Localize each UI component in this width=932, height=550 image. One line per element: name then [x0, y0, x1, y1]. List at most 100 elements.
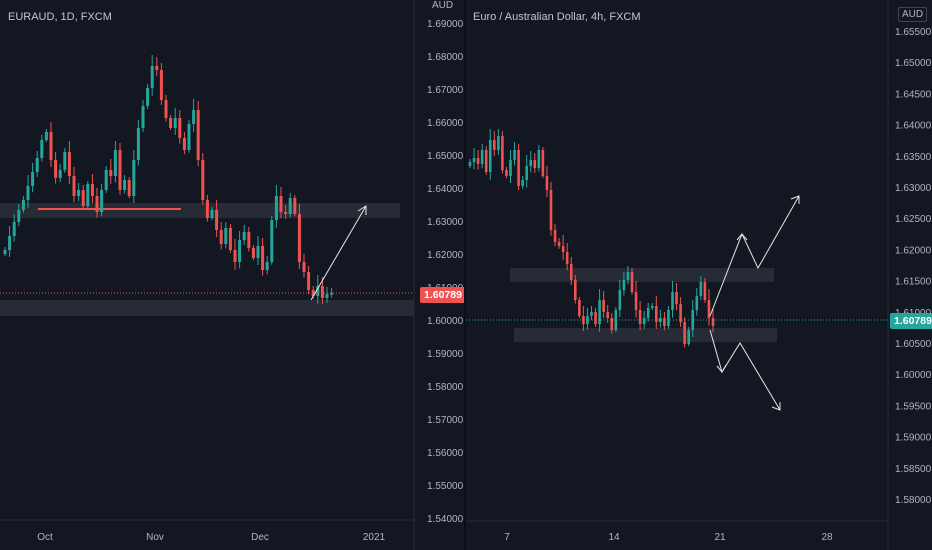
candle-body [169, 118, 173, 128]
candle-body [614, 310, 618, 330]
candle-body [261, 246, 265, 270]
candle-body [325, 294, 329, 298]
candle-body [100, 190, 104, 212]
candle-body [525, 166, 528, 180]
candle-body [104, 170, 108, 190]
candle-body [150, 66, 154, 88]
candle-body [549, 190, 553, 230]
support-zone[interactable] [0, 300, 414, 316]
resistance-zone[interactable] [0, 203, 400, 218]
time-tick-label: 2021 [363, 532, 386, 543]
candle-body [691, 310, 695, 330]
price-tick-label: 1.64000 [895, 121, 932, 132]
price-tick-label: 1.59000 [427, 349, 464, 360]
candle-body [618, 290, 622, 310]
bearish-scenario-arrow[interactable] [709, 329, 781, 411]
candle-body [196, 110, 200, 160]
current-price-tag: 1.60789 [420, 287, 466, 303]
candle-body [565, 252, 569, 264]
candles-group [3, 55, 334, 305]
candle-body [586, 316, 589, 324]
candle-body [58, 170, 62, 178]
candle-body [497, 136, 500, 150]
candle-body [12, 222, 16, 236]
right-chart-pane[interactable]: 1.65500 1.65000 1.64500 1.64000 1.63500 1.630… [466, 0, 932, 550]
chart-title: EURAUD, 1D, FXCM [8, 11, 112, 23]
candle-body [675, 292, 678, 304]
candle-body [557, 242, 561, 246]
candle-body [513, 150, 516, 160]
price-tick-label: 1.63000 [427, 217, 464, 228]
resistance-zone[interactable] [510, 268, 774, 282]
time-tick-label: 7 [504, 532, 510, 543]
candle-body [468, 162, 472, 166]
candle-body [17, 210, 21, 222]
candle-body [578, 300, 581, 316]
candle-body [302, 262, 306, 272]
candle-body [40, 140, 44, 158]
candle-body [182, 138, 186, 150]
candle-body [201, 160, 205, 200]
current-price-tag: 1.60789 [890, 313, 932, 329]
price-tick-label: 1.60000 [895, 370, 932, 381]
candle-body [242, 232, 246, 240]
price-tick-label: 1.65500 [895, 27, 932, 38]
time-tick-label: 14 [608, 532, 620, 543]
candle-body [480, 150, 484, 164]
candle-body [132, 160, 136, 196]
price-tick-label: 1.57000 [427, 415, 464, 426]
candle-body [561, 246, 565, 252]
candle-body [210, 210, 214, 218]
candle-body [541, 150, 545, 176]
left-chart-canvas[interactable]: 1.69000 1.68000 1.67000 1.66000 1.65000 1.640… [0, 0, 466, 550]
candle-body [49, 132, 53, 160]
candle-body [265, 262, 269, 270]
price-tick-label: 1.54000 [427, 514, 464, 525]
candle-body [67, 152, 71, 176]
candle-body [178, 118, 182, 138]
time-tick-label: 28 [821, 532, 833, 543]
time-axis[interactable]: Oct Nov Dec 2021 [37, 532, 385, 543]
candle-body [703, 282, 707, 300]
projection-arrow[interactable] [310, 205, 367, 301]
pane-divider[interactable] [464, 0, 467, 550]
candle-body [159, 70, 163, 100]
candle-body [215, 210, 219, 230]
time-axis[interactable]: 7 14 21 28 [504, 532, 833, 543]
candle-body [663, 318, 666, 326]
right-chart-canvas[interactable]: 1.65500 1.65000 1.64500 1.64000 1.63500 1.630… [466, 0, 932, 550]
candle-body [118, 150, 122, 190]
candle-body [574, 280, 577, 300]
candle-body [279, 196, 283, 212]
price-tick-label: 1.60000 [427, 316, 464, 327]
candle-body [26, 186, 30, 200]
bullish-scenario-arrow[interactable] [709, 195, 800, 317]
candle-body [274, 196, 278, 220]
candle-body [247, 232, 251, 248]
candle-body [72, 176, 76, 196]
candle-body [622, 280, 626, 290]
candle-body [687, 330, 690, 344]
candle-body [288, 198, 292, 214]
left-chart-pane[interactable]: 1.69000 1.68000 1.67000 1.66000 1.65000 1.640… [0, 0, 466, 550]
candle-body [545, 176, 549, 190]
candles-group [468, 129, 715, 348]
time-tick-label: Oct [37, 532, 53, 543]
candle-body [695, 296, 699, 310]
price-axis[interactable]: 1.69000 1.68000 1.67000 1.66000 1.65000 1.640… [427, 19, 464, 525]
price-axis[interactable]: 1.65500 1.65000 1.64500 1.64000 1.63500 1.630… [895, 27, 932, 506]
candle-body [509, 160, 512, 176]
candle-body [683, 322, 686, 344]
candle-body [123, 180, 127, 190]
price-tick-label: 1.65000 [427, 151, 464, 162]
candle-body [517, 150, 520, 186]
candle-body [569, 264, 573, 280]
support-zone[interactable] [514, 328, 777, 342]
candle-body [95, 196, 99, 212]
candle-body [630, 272, 634, 292]
candle-body [270, 220, 274, 262]
currency-unit-button[interactable]: AUD [898, 7, 928, 22]
price-tick-label: 1.56000 [427, 448, 464, 459]
price-tick-label: 1.63500 [895, 152, 932, 163]
candle-body [659, 318, 662, 322]
